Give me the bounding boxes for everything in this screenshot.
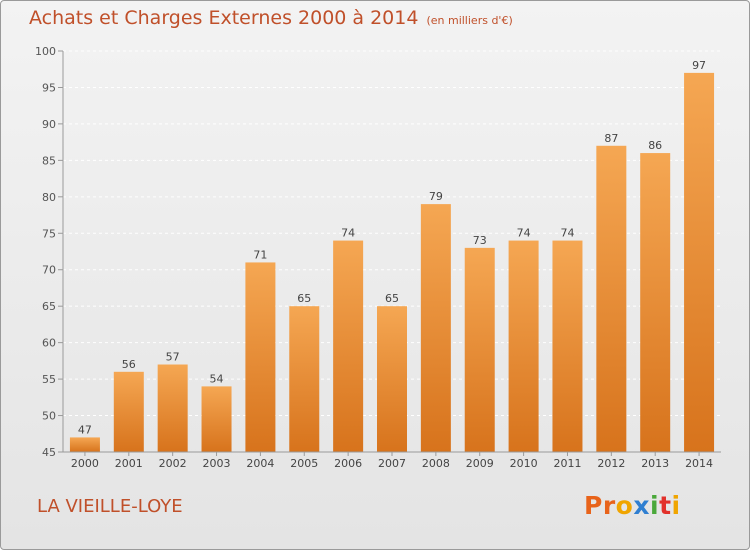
x-tick-label: 2002 — [159, 457, 187, 470]
y-tick-label: 75 — [42, 227, 56, 240]
data-label: 47 — [78, 423, 92, 436]
x-tick-label: 2005 — [290, 457, 318, 470]
bar — [201, 386, 232, 452]
logo-letter: t — [659, 491, 672, 520]
bar — [508, 240, 539, 452]
x-tick-label: 2010 — [510, 457, 538, 470]
proxiti-logo[interactable]: Proxiti — [584, 491, 681, 520]
data-label: 74 — [517, 227, 531, 240]
y-tick-label: 85 — [42, 154, 56, 167]
bar — [69, 437, 100, 452]
title-main: Achats et Charges Externes 2000 à 2014 — [29, 7, 419, 29]
logo-letter: r — [602, 491, 616, 520]
bar — [377, 306, 407, 452]
data-label: 65 — [297, 292, 311, 305]
y-tick-label: 45 — [42, 446, 56, 459]
data-label: 86 — [648, 139, 662, 152]
x-tick-label: 2007 — [378, 457, 406, 470]
logo-letter: P — [584, 491, 603, 520]
y-tick-label: 100 — [35, 45, 56, 58]
logo-letter: x — [633, 491, 650, 520]
title-unit: (en milliers d'€) — [426, 14, 513, 27]
bar — [464, 247, 495, 452]
data-label: 54 — [210, 372, 224, 385]
data-label: 74 — [341, 227, 355, 240]
bar — [245, 262, 276, 452]
data-label: 65 — [385, 292, 399, 305]
x-tick-label: 2006 — [334, 457, 362, 470]
x-tick-label: 2003 — [203, 457, 231, 470]
data-label: 57 — [166, 351, 180, 364]
chart-title: Achats et Charges Externes 2000 à 2014 (e… — [29, 7, 513, 29]
x-tick-label: 2014 — [685, 457, 713, 470]
data-label: 71 — [253, 248, 267, 261]
y-tick-label: 90 — [42, 118, 56, 131]
bar — [289, 306, 320, 452]
x-tick-label: 2012 — [597, 457, 625, 470]
axis-layer: 45 50 55 60 65 70 75 80 85 90 95 100 — [35, 45, 721, 459]
y-tick-label: 60 — [42, 337, 56, 350]
y-tick-label: 95 — [42, 81, 56, 94]
labels-layer: 47 2000 56 2001 57 2002 54 2003 71 2004 65 2005 74 20… — [71, 59, 713, 470]
x-tick-label: 2001 — [115, 457, 143, 470]
data-label: 97 — [692, 59, 706, 72]
bar — [420, 204, 451, 452]
bar — [596, 145, 627, 453]
y-tick-label: 55 — [42, 373, 56, 386]
y-tick-label: 70 — [42, 264, 56, 277]
logo-letter: i — [650, 491, 660, 520]
bar — [552, 240, 583, 452]
y-tick-label: 65 — [42, 300, 56, 313]
bar — [157, 364, 188, 452]
x-tick-label: 2011 — [553, 457, 581, 470]
x-tick-label: 2009 — [466, 457, 494, 470]
data-label: 73 — [473, 234, 487, 247]
bar — [113, 371, 144, 452]
logo-letter: o — [615, 491, 634, 520]
bar — [684, 72, 715, 452]
y-tick-label: 50 — [42, 410, 56, 423]
data-label: 87 — [604, 132, 618, 145]
y-tick-label: 80 — [42, 191, 56, 204]
data-label: 74 — [560, 227, 574, 240]
bar — [333, 240, 364, 452]
bar — [640, 153, 671, 452]
bars-layer — [69, 72, 715, 453]
x-tick-label: 2013 — [641, 457, 669, 470]
x-tick-label: 2004 — [246, 457, 274, 470]
data-label: 56 — [122, 358, 136, 371]
x-tick-label: 2000 — [71, 457, 99, 470]
commune-name: LA VIEILLE-LOYE — [37, 496, 183, 517]
x-tick-label: 2008 — [422, 457, 450, 470]
data-label: 79 — [429, 190, 443, 203]
logo-letter: i — [671, 491, 681, 520]
